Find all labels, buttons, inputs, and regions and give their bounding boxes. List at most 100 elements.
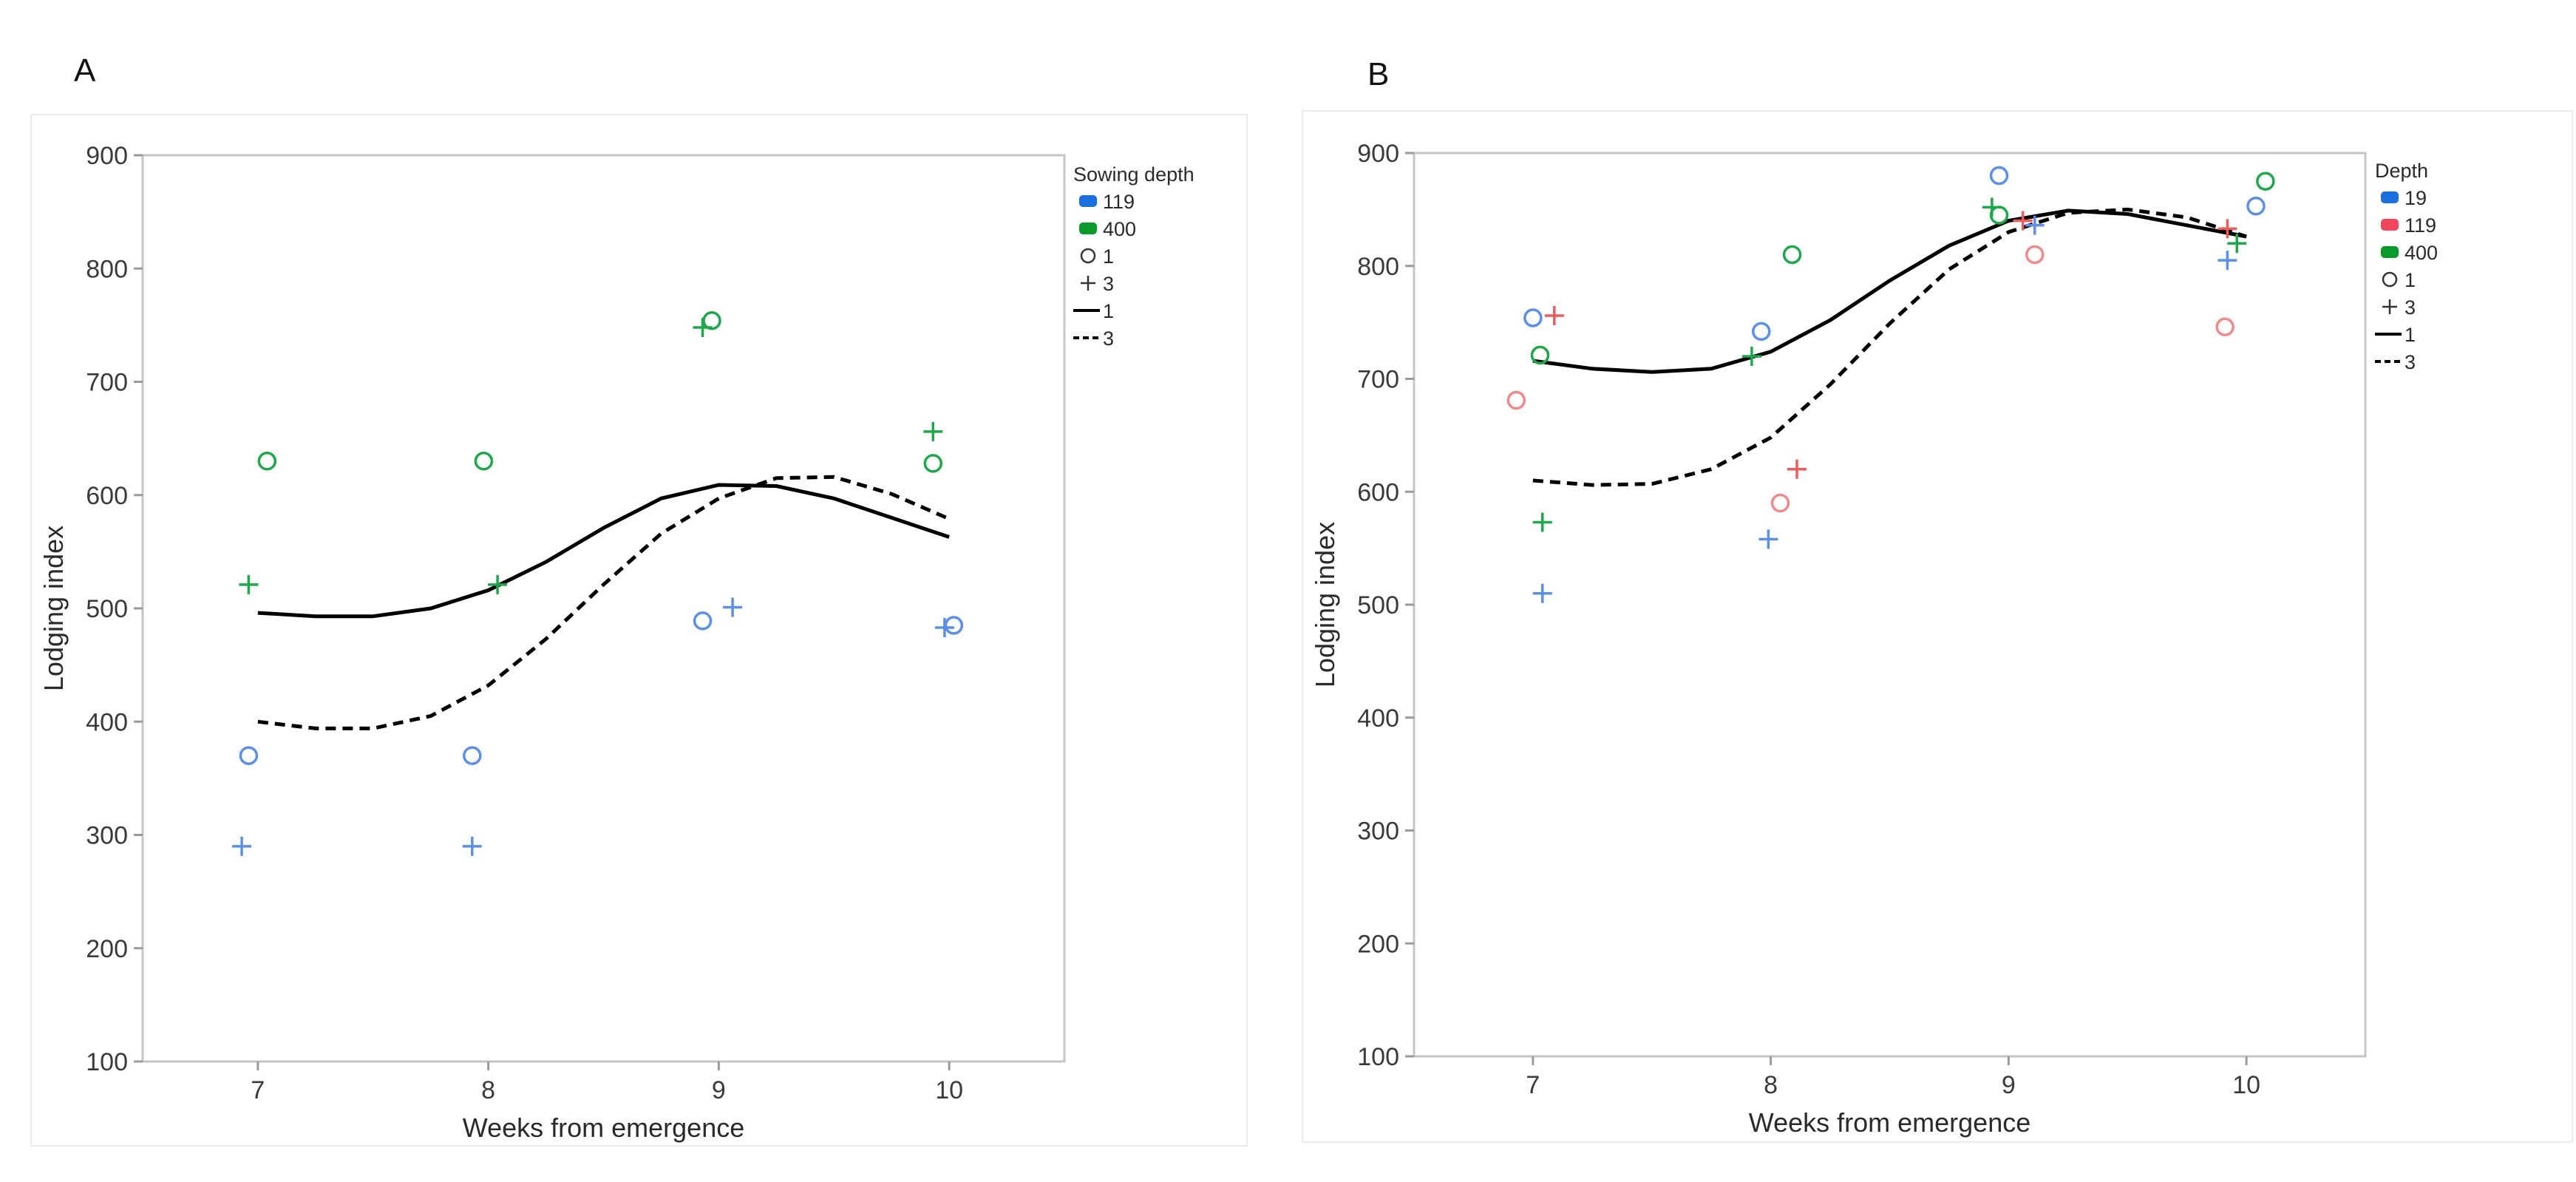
legend-label: 1: [2405, 269, 2416, 291]
y-tick-label: 800: [1357, 253, 1399, 281]
y-tick-label: 900: [86, 142, 128, 170]
legend-marker-plus: [1081, 276, 1095, 291]
y-tick-label: 600: [1357, 478, 1399, 506]
legend-label: 1: [1103, 245, 1114, 268]
series-line-1-solid: [257, 483, 950, 619]
legend-label: 3: [2405, 351, 2416, 373]
legend-marker-circle: [1080, 248, 1096, 264]
data-point-plus: [2025, 215, 2045, 235]
data-point-circle: [923, 454, 943, 473]
y-tick-label: 800: [86, 255, 128, 283]
data-point-circle: [1752, 322, 1771, 342]
x-tick-label: 7: [251, 1076, 265, 1104]
data-point-plus: [2218, 251, 2237, 271]
data-point-circle: [693, 611, 713, 631]
data-point-circle: [702, 310, 721, 330]
x-tick-label: 9: [2002, 1071, 2016, 1099]
panel-background: [1302, 110, 2573, 1143]
y-tick-label: 600: [86, 482, 128, 510]
legend: Sowing depth 119 400 1 3 1 3: [1073, 163, 1194, 350]
y-tick-label: 700: [1357, 366, 1399, 394]
y-tick-label: 400: [86, 708, 128, 736]
legend-label: 400: [1103, 218, 1136, 240]
legend-label: 3: [1103, 327, 1114, 350]
y-tick-label: 500: [1357, 591, 1399, 619]
data-point-plus: [1532, 512, 1552, 532]
legend-swatch: [1079, 195, 1097, 207]
legend-swatch: [2381, 191, 2399, 203]
legend-marker-plus: [2382, 299, 2397, 314]
legend-label: 119: [1103, 191, 1135, 213]
legend-label: 3: [2405, 296, 2416, 319]
x-axis-title: Weeks from emergence: [463, 1113, 744, 1143]
data-point-plus: [1982, 197, 2002, 217]
x-tick-label: 8: [481, 1076, 495, 1104]
y-tick-label: 100: [86, 1048, 128, 1076]
data-point-plus: [2227, 234, 2247, 254]
series-line-1-solid: [1532, 208, 2247, 374]
data-point-circle: [1782, 245, 1802, 265]
data-point-plus: [1544, 305, 1564, 325]
y-tick-label: 400: [1357, 704, 1399, 733]
y-tick-label: 200: [86, 935, 128, 963]
chart-panel-a: A 100 200 300 400 500 600 700 800 900 7 8 9 10 Weeks f…: [30, 52, 1248, 1147]
x-tick-label: 9: [712, 1076, 726, 1104]
x-axis-title: Weeks from emergence: [1749, 1107, 2030, 1138]
legend-title: Depth: [2375, 160, 2428, 182]
data-point-circle: [2246, 197, 2266, 216]
series-line-3-dashed: [257, 475, 951, 730]
x-tick-label: 7: [1526, 1071, 1540, 1099]
data-point-circle: [1506, 390, 1526, 410]
data-point-plus: [934, 618, 954, 638]
legend-swatch: [2381, 246, 2399, 258]
data-point-plus: [1787, 459, 1807, 479]
y-tick-label: 900: [1357, 140, 1399, 168]
y-tick-label: 500: [86, 595, 128, 623]
y-tick-label: 300: [1357, 818, 1399, 846]
legend-title: Sowing depth: [1073, 163, 1194, 186]
data-point-plus: [2013, 211, 2033, 231]
panel-label: B: [1367, 56, 1389, 92]
legend-label: 119: [2405, 214, 2436, 237]
data-point-plus: [232, 836, 252, 856]
y-tick-label: 100: [1357, 1043, 1399, 1071]
data-point-circle: [239, 746, 259, 765]
data-point-circle: [1770, 493, 1790, 513]
x-tick-label: 10: [2232, 1071, 2260, 1099]
legend-marker-circle: [2382, 271, 2398, 288]
legend: Depth 19 119 400 1 3 1 3: [2375, 160, 2438, 373]
data-point-plus: [723, 597, 743, 617]
data-point-circle: [257, 452, 277, 471]
legend-label: 400: [2405, 242, 2438, 264]
data-point-plus: [1741, 346, 1761, 366]
y-axis-title: Lodging index: [1310, 522, 1340, 687]
x-tick-label: 8: [1764, 1071, 1778, 1099]
panel-background: [30, 114, 1248, 1147]
data-point-circle: [463, 746, 482, 765]
data-point-circle: [2215, 317, 2235, 336]
y-tick-label: 700: [86, 369, 128, 397]
series-line-3-dashed: [1532, 207, 2247, 487]
legend-label: 3: [1103, 273, 1114, 295]
y-axis-title: Lodging index: [38, 526, 69, 691]
data-point-circle: [1523, 308, 1543, 327]
data-point-plus: [239, 574, 259, 594]
data-point-circle: [1989, 166, 2009, 186]
data-point-circle: [1530, 345, 1550, 365]
data-point-circle: [474, 452, 494, 471]
panel-label: A: [74, 52, 96, 89]
data-point-plus: [2218, 219, 2237, 239]
legend-label: 1: [2405, 324, 2416, 346]
legend-label: 19: [2405, 187, 2427, 209]
y-tick-label: 200: [1357, 930, 1399, 958]
y-tick-label: 300: [86, 822, 128, 850]
legend-swatch: [1079, 223, 1097, 234]
legend-swatch: [2381, 219, 2399, 231]
x-tick-label: 10: [935, 1076, 963, 1104]
data-point-plus: [488, 574, 508, 594]
data-point-plus: [923, 421, 943, 441]
data-point-plus: [462, 836, 482, 856]
chart-panel-b: B 100 200 300 400 500 600 700 800 900 7 8 9 10 Weeks f…: [1302, 56, 2573, 1143]
data-point-plus: [1532, 583, 1552, 603]
